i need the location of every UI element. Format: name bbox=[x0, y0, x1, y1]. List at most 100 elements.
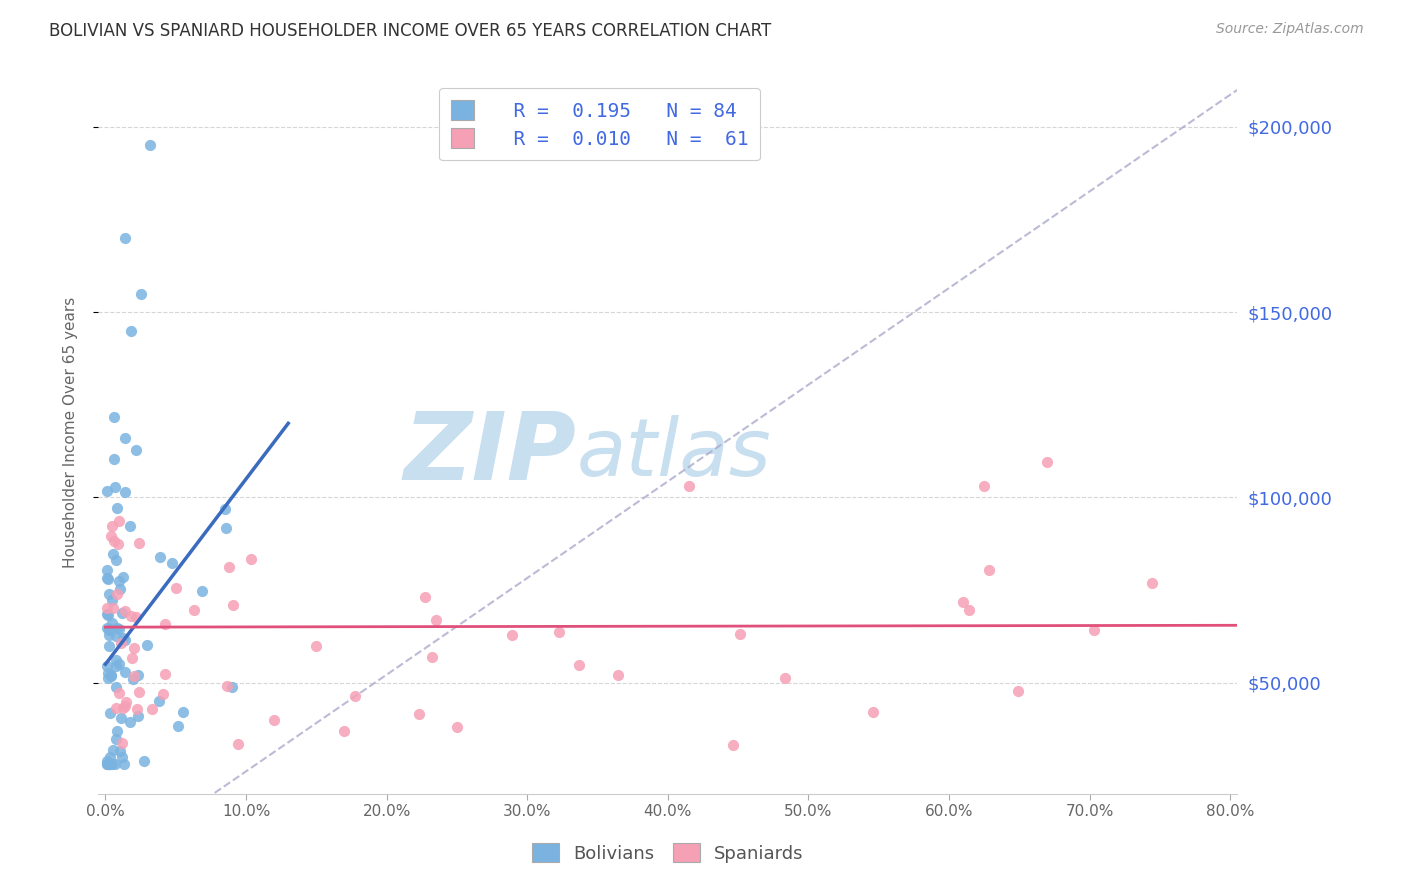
Point bbox=[408, 706, 430, 721]
Point bbox=[162, 556, 184, 570]
Point bbox=[118, 715, 141, 730]
Point bbox=[415, 590, 437, 604]
Point bbox=[420, 649, 443, 664]
Point bbox=[96, 563, 118, 577]
Point bbox=[120, 608, 142, 623]
Text: ZIP: ZIP bbox=[404, 409, 576, 500]
Point bbox=[96, 571, 118, 585]
Point bbox=[105, 659, 128, 673]
Point bbox=[101, 519, 124, 533]
Point bbox=[773, 671, 796, 685]
Point bbox=[96, 659, 118, 673]
Point bbox=[105, 587, 128, 601]
Point bbox=[129, 286, 152, 301]
Point bbox=[977, 563, 1000, 577]
Point bbox=[111, 749, 134, 764]
Point bbox=[101, 593, 124, 607]
Point bbox=[100, 757, 122, 772]
Point bbox=[957, 603, 980, 617]
Point bbox=[108, 686, 131, 700]
Point bbox=[105, 622, 128, 636]
Point bbox=[97, 608, 120, 623]
Point bbox=[167, 719, 190, 733]
Point bbox=[114, 484, 136, 499]
Point bbox=[103, 743, 125, 757]
Point bbox=[104, 680, 127, 694]
Point bbox=[141, 701, 163, 715]
Text: BOLIVIAN VS SPANIARD HOUSEHOLDER INCOME OVER 65 YEARS CORRELATION CHART: BOLIVIAN VS SPANIARD HOUSEHOLDER INCOME … bbox=[49, 22, 772, 40]
Point bbox=[100, 529, 122, 543]
Point bbox=[343, 689, 366, 703]
Point bbox=[96, 607, 118, 621]
Point bbox=[124, 641, 146, 656]
Point bbox=[103, 410, 125, 425]
Point bbox=[96, 621, 118, 635]
Point bbox=[96, 757, 118, 772]
Y-axis label: Householder Income Over 65 years: Householder Income Over 65 years bbox=[63, 297, 77, 568]
Point bbox=[728, 626, 751, 640]
Point bbox=[606, 668, 628, 682]
Point bbox=[108, 657, 131, 672]
Point bbox=[1083, 624, 1105, 638]
Point bbox=[501, 628, 523, 642]
Point bbox=[98, 706, 121, 720]
Point bbox=[96, 757, 118, 772]
Point bbox=[172, 706, 194, 720]
Point bbox=[214, 502, 236, 516]
Point bbox=[548, 624, 571, 639]
Point bbox=[128, 684, 150, 698]
Point bbox=[121, 650, 143, 665]
Point bbox=[108, 744, 131, 758]
Point bbox=[152, 687, 174, 701]
Point bbox=[107, 574, 129, 589]
Point bbox=[98, 639, 121, 653]
Point bbox=[125, 610, 148, 624]
Point bbox=[121, 673, 143, 687]
Point bbox=[108, 582, 131, 596]
Point bbox=[98, 622, 121, 636]
Point bbox=[165, 581, 187, 595]
Point bbox=[104, 480, 127, 494]
Point bbox=[333, 723, 356, 738]
Point bbox=[128, 536, 150, 550]
Point bbox=[103, 601, 125, 615]
Point bbox=[98, 757, 121, 772]
Point bbox=[139, 138, 162, 153]
Point bbox=[114, 633, 136, 648]
Point bbox=[118, 518, 141, 533]
Point bbox=[96, 754, 118, 768]
Point bbox=[305, 639, 328, 653]
Point bbox=[98, 757, 121, 772]
Point bbox=[149, 549, 172, 564]
Point bbox=[105, 552, 128, 566]
Point bbox=[96, 483, 118, 498]
Point bbox=[111, 606, 134, 620]
Point bbox=[973, 479, 995, 493]
Point bbox=[153, 666, 176, 681]
Point bbox=[1036, 454, 1059, 468]
Point bbox=[862, 705, 884, 719]
Point bbox=[97, 671, 120, 685]
Point bbox=[122, 669, 145, 683]
Point bbox=[425, 614, 447, 628]
Point bbox=[110, 636, 132, 650]
Point bbox=[568, 658, 591, 673]
Point bbox=[114, 665, 136, 679]
Point bbox=[721, 738, 744, 752]
Point bbox=[103, 547, 125, 561]
Point bbox=[132, 755, 155, 769]
Point bbox=[1007, 684, 1029, 698]
Point bbox=[111, 736, 134, 750]
Point bbox=[127, 668, 149, 682]
Point bbox=[97, 757, 120, 772]
Point bbox=[127, 708, 149, 723]
Point bbox=[136, 638, 159, 652]
Point bbox=[218, 559, 240, 574]
Point bbox=[215, 521, 238, 535]
Text: Source: ZipAtlas.com: Source: ZipAtlas.com bbox=[1216, 22, 1364, 37]
Point bbox=[111, 570, 134, 584]
Point bbox=[104, 701, 127, 715]
Point bbox=[110, 711, 132, 725]
Point bbox=[105, 732, 128, 747]
Point bbox=[104, 757, 127, 772]
